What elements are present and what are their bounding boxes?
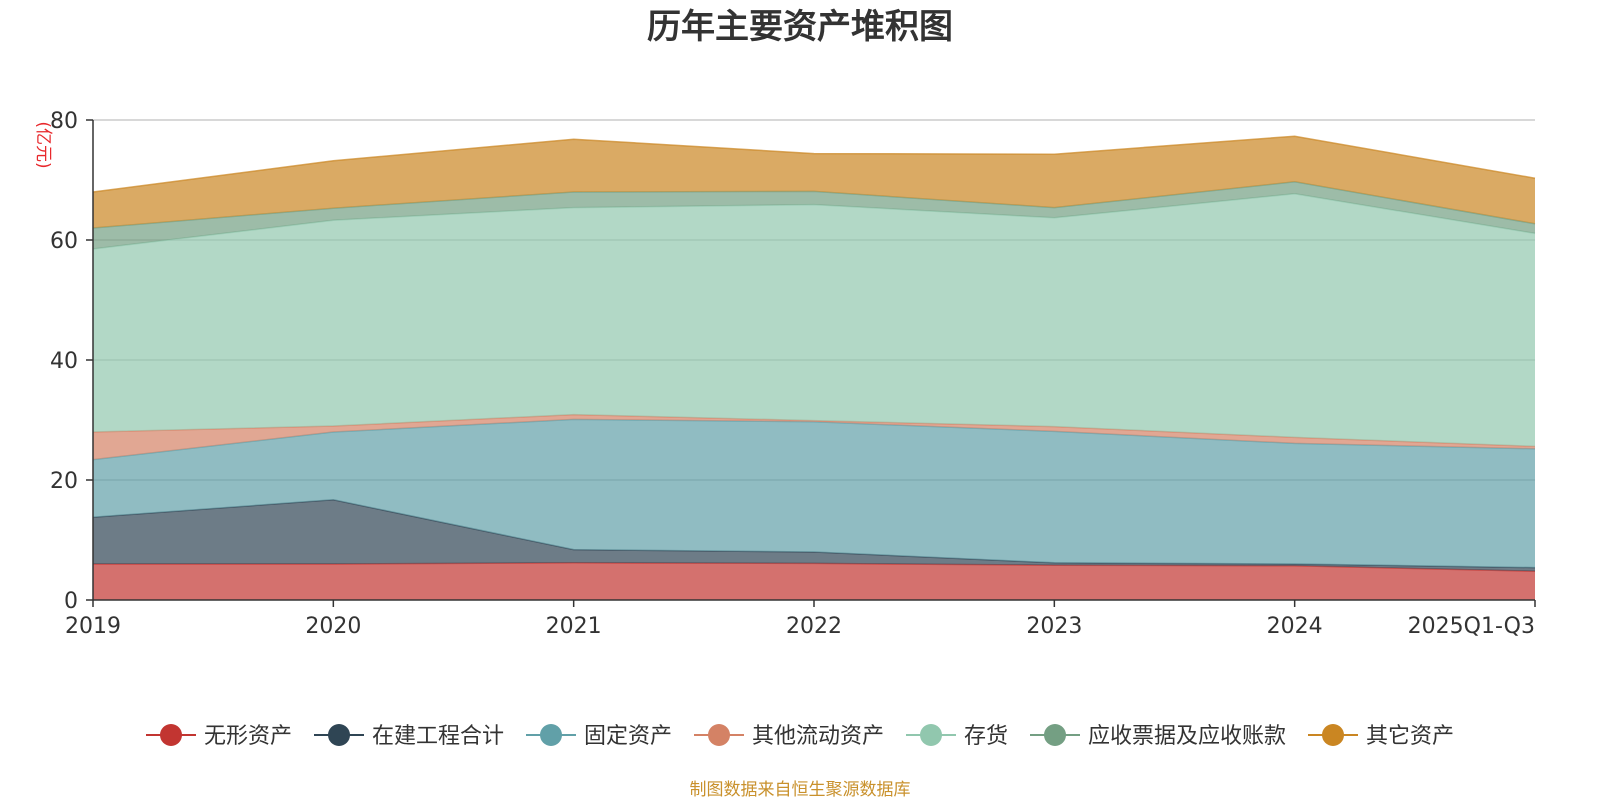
- x-tick-label-5: 2024: [1267, 614, 1323, 639]
- y-tick-label-2: 40: [50, 349, 78, 374]
- x-tick-label-0: 2019: [65, 614, 121, 639]
- legend-label-4: 存货: [964, 724, 1008, 749]
- legend-marker-3: [708, 724, 730, 746]
- area-series-6: [93, 136, 1535, 228]
- legend: 无形资产 在建工程合计 固定资产 其他流动资产 存货 应收票据及应收账款 其它资产: [146, 724, 1454, 749]
- y-tick-label-4: 80: [50, 109, 78, 134]
- y-tick-label-3: 60: [50, 229, 78, 254]
- area-series-3: [93, 414, 1535, 460]
- chart-title: 历年主要资产堆积图: [647, 7, 953, 47]
- area-series-2: [93, 419, 1535, 568]
- y-tick-label-1: 20: [50, 469, 78, 494]
- legend-item-0[interactable]: 无形资产: [146, 724, 292, 749]
- legend-marker-4: [920, 724, 942, 746]
- legend-marker-5: [1044, 724, 1066, 746]
- area-series-1: [93, 499, 1535, 572]
- area-edge-line-6: [92, 135, 1536, 193]
- y-axis-unit-label: (亿元): [33, 121, 53, 168]
- legend-item-6[interactable]: 其它资产: [1308, 724, 1454, 749]
- legend-label-0: 无形资产: [204, 724, 292, 749]
- y-tick-label-0: 0: [64, 589, 78, 614]
- x-tick-label-3: 2022: [786, 614, 842, 639]
- legend-label-3: 其他流动资产: [752, 724, 884, 749]
- legend-marker-0: [160, 724, 182, 746]
- legend-label-6: 其它资产: [1366, 724, 1454, 749]
- legend-item-1[interactable]: 在建工程合计: [314, 724, 504, 749]
- area-series-0: [93, 562, 1535, 600]
- legend-item-2[interactable]: 固定资产: [526, 724, 672, 749]
- legend-item-4[interactable]: 存货: [906, 724, 1008, 749]
- legend-item-5[interactable]: 应收票据及应收账款: [1030, 724, 1286, 749]
- legend-label-1: 在建工程合计: [372, 724, 504, 749]
- x-tick-label-1: 2020: [305, 614, 361, 639]
- legend-marker-1: [328, 724, 350, 746]
- data-source-note: 制图数据来自恒生聚源数据库: [690, 780, 911, 800]
- legend-label-2: 固定资产: [584, 724, 672, 749]
- x-tick-label-6: 2025Q1-Q3: [1408, 614, 1535, 639]
- area-series-layer: [92, 135, 1536, 600]
- legend-item-3[interactable]: 其他流动资产: [694, 724, 884, 749]
- legend-marker-6: [1322, 724, 1344, 746]
- area-series-5: [93, 181, 1535, 249]
- x-tick-label-2: 2021: [546, 614, 602, 639]
- axes: 0 20 40 60 80 2019 2020 2021 2022 2023 2024 2025Q1-…: [50, 109, 1536, 639]
- x-tick-label-4: 2023: [1026, 614, 1082, 639]
- legend-label-5: 应收票据及应收账款: [1088, 724, 1286, 749]
- area-series-4: [93, 193, 1535, 447]
- legend-marker-2: [540, 724, 562, 746]
